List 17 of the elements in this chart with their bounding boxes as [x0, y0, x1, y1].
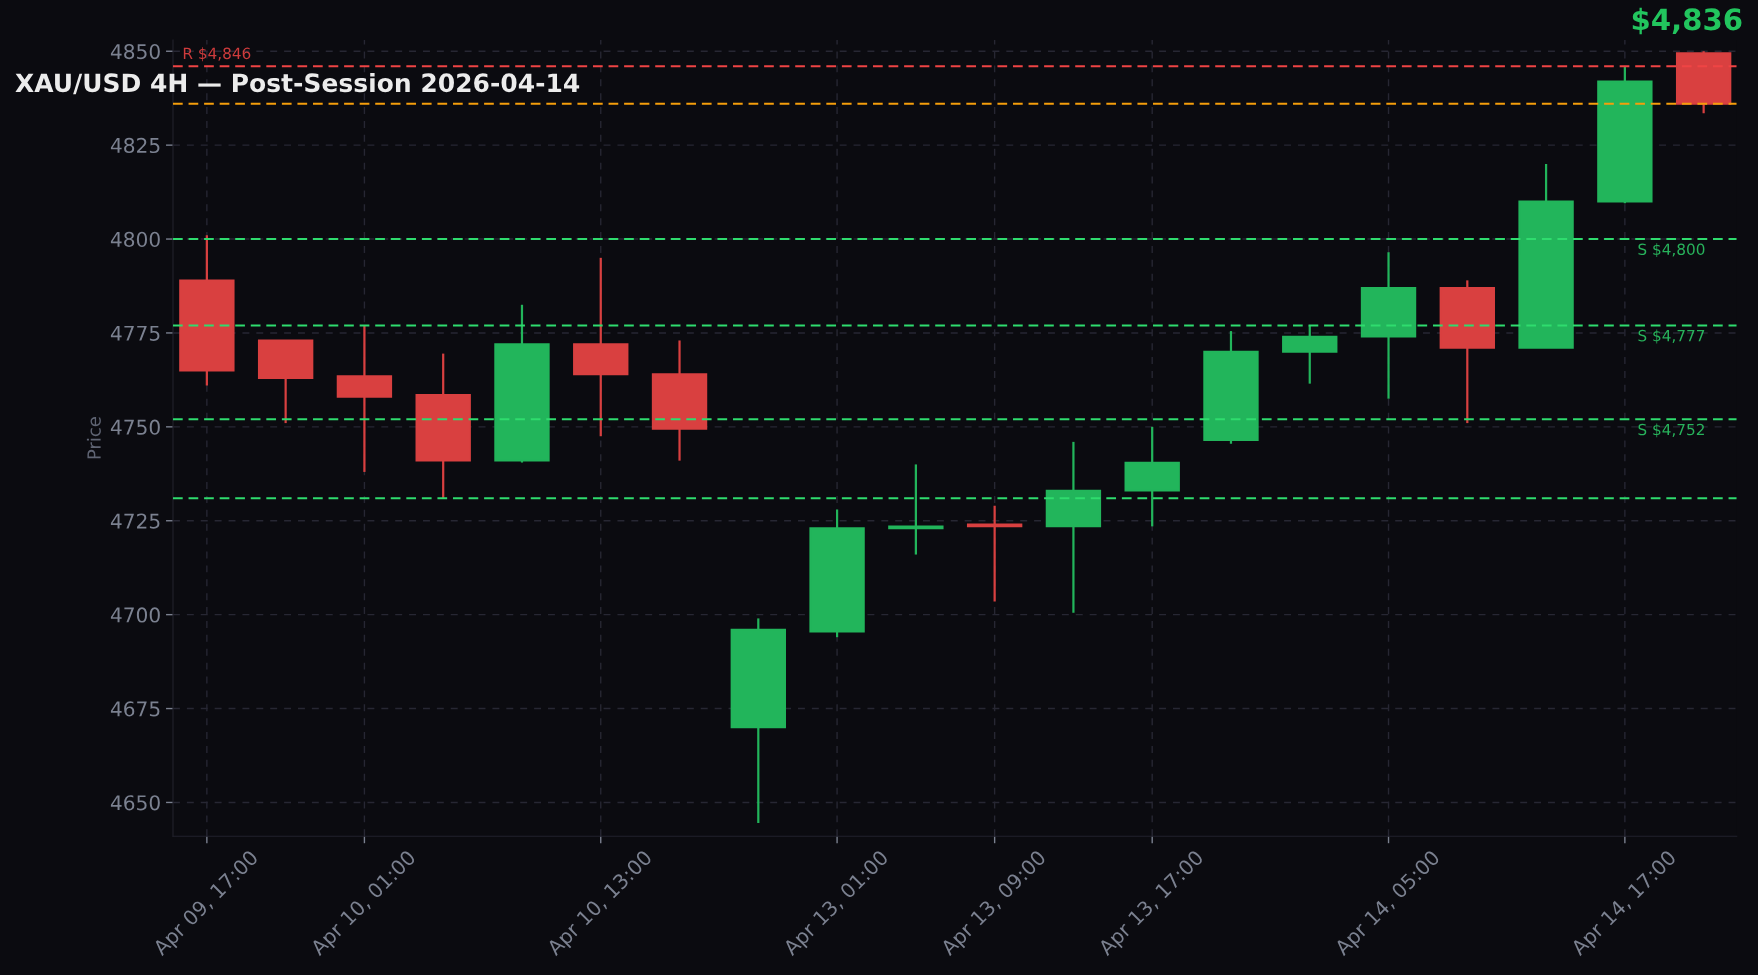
y-tick-label: 4725 [110, 513, 160, 529]
y-tick-label: 4700 [110, 607, 160, 623]
ref-line-label: S $4,752 [1638, 423, 1704, 438]
y-tick-label: 4650 [110, 795, 160, 811]
y-tick-label: 4775 [110, 325, 160, 341]
y-axis-title: Price [86, 417, 101, 459]
ref-line-label: S $4,800 [1638, 243, 1705, 258]
ref-line-label: S $4,777 [1638, 329, 1705, 344]
y-tick-label: 4825 [110, 137, 160, 154]
text: XAU/USD 4H — Post-Session 2026-04-14 [15, 72, 580, 95]
ref-line-label: R $4,846 [183, 47, 251, 62]
y-tick-label: 4800 [110, 231, 160, 247]
candlestick [888, 463, 944, 556]
y-tick-label: 4850 [110, 43, 160, 60]
text: $4,836 [1632, 7, 1742, 35]
y-tick-label: 4675 [110, 701, 160, 717]
y-tick-label: 4750 [110, 419, 160, 435]
